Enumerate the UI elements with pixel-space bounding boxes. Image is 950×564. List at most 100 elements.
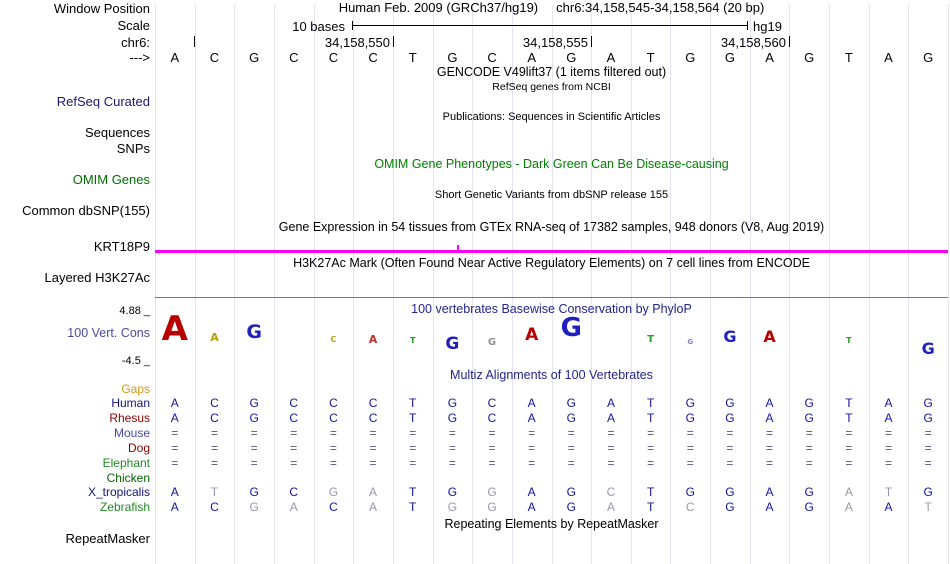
species-label-zebrafish[interactable]: Zebrafish bbox=[99, 500, 150, 514]
alignment-base: A bbox=[606, 411, 615, 425]
alignment-base: A bbox=[170, 396, 179, 410]
grid-line bbox=[630, 4, 632, 564]
alignment-base: G bbox=[566, 396, 576, 410]
conservation-logo-letter: T bbox=[647, 334, 655, 345]
track-title-dbsnp[interactable]: Short Genetic Variants from dbSNP releas… bbox=[434, 189, 669, 201]
species-label-mouse[interactable]: Mouse bbox=[113, 426, 150, 440]
alignment-base: A bbox=[765, 396, 774, 410]
alignment-base: = bbox=[369, 456, 377, 470]
conservation-logo-letter: A bbox=[763, 327, 776, 346]
grid-line bbox=[313, 4, 315, 564]
track-title-omim[interactable]: OMIM Gene Phenotypes - Dark Green Can Be… bbox=[374, 157, 729, 171]
species-label-x_tropicalis[interactable]: X_tropicalis bbox=[87, 485, 150, 499]
alignment-base: = bbox=[329, 456, 337, 470]
track-label-omim-genes[interactable]: OMIM Genes bbox=[72, 172, 150, 187]
track-label-refseq-curated[interactable]: RefSeq Curated bbox=[56, 94, 150, 109]
alignment-base: A bbox=[844, 485, 853, 499]
track-title-gtex[interactable]: Gene Expression in 54 tissues from GTEx … bbox=[278, 220, 825, 234]
alignment-base: A bbox=[527, 396, 536, 410]
alignment-base: C bbox=[210, 411, 219, 425]
alignment-base: = bbox=[448, 441, 456, 455]
conservation-max-value: 4.88 _ bbox=[119, 305, 150, 317]
alignment-base: G bbox=[725, 396, 735, 410]
alignment-base: = bbox=[924, 441, 932, 455]
alignment-base: = bbox=[409, 426, 417, 440]
alignment-base: = bbox=[369, 441, 377, 455]
track-label-repeatmasker[interactable]: RepeatMasker bbox=[65, 531, 150, 546]
alignment-base: G bbox=[447, 411, 458, 425]
species-label-chicken[interactable]: Chicken bbox=[106, 471, 150, 485]
alignment-base: = bbox=[686, 441, 694, 455]
base-letter: C bbox=[209, 50, 220, 65]
base-letter: G bbox=[566, 50, 577, 65]
conservation-logo-letter: A bbox=[161, 309, 188, 349]
alignment-base: T bbox=[646, 485, 655, 499]
krt18p9-gene-bar[interactable] bbox=[155, 250, 948, 253]
grid-line bbox=[392, 4, 394, 564]
conservation-logo-letter: G bbox=[921, 339, 935, 358]
alignment-base: G bbox=[566, 411, 576, 425]
track-label-common-dbsnp[interactable]: Common dbSNP(155) bbox=[22, 203, 150, 218]
grid-line bbox=[789, 4, 791, 564]
conservation-logo-letter: G bbox=[445, 334, 460, 354]
window-position-title: Human Feb. 2009 (GRCh37/hg19) chr6:34,158… bbox=[155, 1, 948, 14]
alignment-base: = bbox=[329, 441, 337, 455]
alignment-base: A bbox=[765, 411, 774, 425]
track-label-snps[interactable]: SNPs bbox=[116, 141, 150, 156]
alignment-base: = bbox=[766, 426, 774, 440]
track-label-gaps: Gaps bbox=[121, 382, 150, 396]
grid-line bbox=[908, 4, 910, 564]
track-label-krt18p9[interactable]: KRT18P9 bbox=[93, 239, 150, 254]
alignment-base: T bbox=[646, 500, 655, 514]
alignment-base: = bbox=[171, 441, 179, 455]
alignment-base: C bbox=[487, 396, 497, 410]
alignment-base: G bbox=[685, 411, 695, 425]
alignment-base: = bbox=[805, 426, 813, 440]
position-tick-label: 34,158,550 bbox=[324, 35, 390, 50]
alignment-base: = bbox=[250, 426, 258, 440]
track-title-gencode[interactable]: GENCODE V49lift37 (1 items filtered out) bbox=[436, 65, 667, 79]
alignment-base: A bbox=[844, 500, 853, 514]
alignment-base: C bbox=[685, 500, 695, 514]
base-letter: T bbox=[646, 50, 655, 65]
alignment-base: A bbox=[765, 500, 774, 514]
alignment-base: = bbox=[290, 426, 298, 440]
species-label-dog[interactable]: Dog bbox=[127, 441, 150, 455]
alignment-base: = bbox=[607, 456, 615, 470]
track-label-sequences[interactable]: Sequences bbox=[84, 125, 150, 140]
track-title-publications[interactable]: Publications: Sequences in Scientific Ar… bbox=[442, 111, 661, 123]
alignment-base: C bbox=[368, 411, 378, 425]
conservation-logo-letter: A bbox=[210, 331, 219, 344]
position-tick-label: 34,158,555 bbox=[522, 35, 588, 50]
track-title-phylop[interactable]: 100 vertebrates Basewise Conservation by… bbox=[411, 302, 692, 316]
alignment-base: T bbox=[409, 500, 417, 514]
scale-ruler bbox=[352, 21, 748, 30]
alignment-base: C bbox=[289, 396, 299, 410]
track-title-h3k27ac[interactable]: H3K27Ac Mark (Often Found Near Active Re… bbox=[293, 256, 810, 270]
track-title-multiz[interactable]: Multiz Alignments of 100 Vertebrates bbox=[450, 368, 653, 382]
alignment-base: = bbox=[409, 441, 417, 455]
assembly-tag: hg19 bbox=[753, 19, 782, 34]
track-title-repeatmasker[interactable]: Repeating Elements by RepeatMasker bbox=[444, 517, 659, 531]
species-label-rhesus[interactable]: Rhesus bbox=[109, 411, 150, 425]
base-letter: G bbox=[249, 50, 260, 65]
track-subtitle-refseq[interactable]: RefSeq genes from NCBI bbox=[492, 81, 611, 93]
alignment-base: = bbox=[448, 456, 456, 470]
grid-line bbox=[749, 4, 751, 564]
alignment-base: = bbox=[885, 426, 893, 440]
species-label-human[interactable]: Human bbox=[111, 396, 150, 410]
conservation-track-top-line bbox=[155, 297, 948, 298]
alignment-base: = bbox=[647, 426, 655, 440]
alignment-base: = bbox=[607, 426, 615, 440]
track-label-layered-h3k27ac[interactable]: Layered H3K27Ac bbox=[44, 270, 150, 285]
alignment-base: C bbox=[329, 500, 338, 514]
alignment-base: A bbox=[170, 485, 179, 499]
alignment-base: A bbox=[170, 411, 179, 425]
base-letter: T bbox=[844, 50, 853, 65]
alignment-base: = bbox=[686, 456, 694, 470]
alignment-base: = bbox=[528, 456, 536, 470]
alignment-base: G bbox=[725, 500, 735, 514]
conservation-logo-letter: T bbox=[409, 336, 416, 345]
track-label-100-vert-cons[interactable]: 100 Vert. Cons bbox=[67, 326, 150, 340]
species-label-elephant[interactable]: Elephant bbox=[102, 456, 150, 470]
